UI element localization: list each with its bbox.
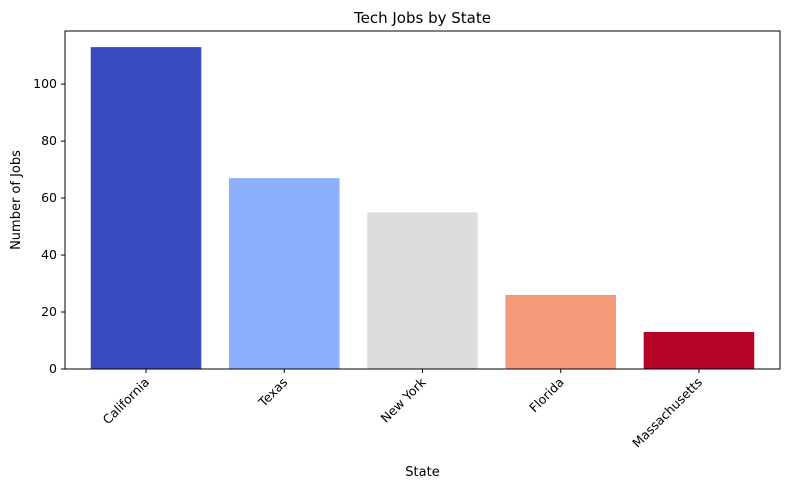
x-tick-label-massachusetts: Massachusetts: [629, 375, 705, 451]
x-tick-label-california: California: [100, 375, 153, 428]
chart-title: Tech Jobs by State: [353, 9, 491, 27]
bar-new-york: [367, 212, 478, 369]
y-tick-label: 20: [41, 304, 57, 319]
y-axis-label: Number of Jobs: [9, 150, 24, 250]
x-tick-label-new-york: New York: [378, 374, 430, 426]
x-axis-label: State: [405, 465, 439, 480]
y-axis: 0 20 40 60 80 100: [33, 76, 65, 376]
bars-group: [90, 47, 755, 369]
y-tick-label: 40: [41, 247, 57, 262]
y-tick-label: 0: [49, 361, 57, 376]
x-axis: California Texas New York Florida Massachuse…: [100, 369, 705, 451]
bar-florida: [505, 294, 617, 369]
x-tick-label-florida: Florida: [526, 375, 567, 416]
y-tick-label: 80: [41, 133, 57, 148]
bar-massachusetts: [643, 331, 755, 369]
y-tick-label: 100: [33, 76, 57, 91]
x-tick-label-texas: Texas: [255, 375, 291, 411]
bar-texas: [228, 178, 340, 369]
bar-california: [90, 47, 202, 369]
y-tick-label: 60: [41, 190, 57, 205]
